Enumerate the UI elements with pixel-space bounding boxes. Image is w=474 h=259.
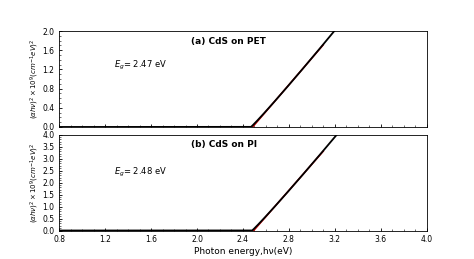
Y-axis label: $(\alpha h\nu)^2\times10^9(cm^{-1}eV)^2$: $(\alpha h\nu)^2\times10^9(cm^{-1}eV)^2$ xyxy=(28,142,41,223)
Text: $E_g$= 2.48 eV: $E_g$= 2.48 eV xyxy=(114,166,167,179)
Text: (a) CdS on PET: (a) CdS on PET xyxy=(191,37,266,46)
X-axis label: Photon energy,hν(eV): Photon energy,hν(eV) xyxy=(194,247,292,256)
Y-axis label: $(\alpha h\nu)^2\times10^9(cm^{-1}eV)^2$: $(\alpha h\nu)^2\times10^9(cm^{-1}eV)^2$ xyxy=(28,39,41,119)
Text: $E_g$= 2.47 eV: $E_g$= 2.47 eV xyxy=(114,59,167,72)
Text: (b) CdS on PI: (b) CdS on PI xyxy=(191,140,258,149)
